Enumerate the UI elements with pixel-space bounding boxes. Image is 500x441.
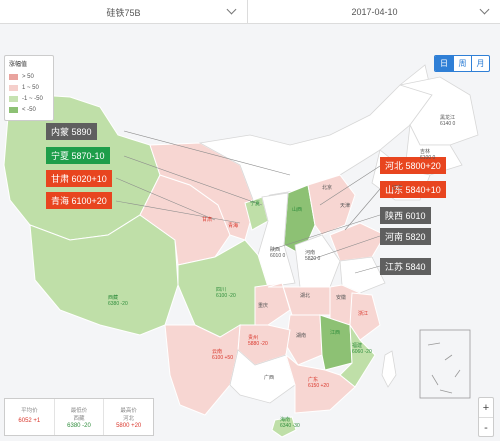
legend-item: < -50	[9, 104, 49, 115]
legend-swatch	[9, 73, 18, 80]
region-zhejiang	[349, 292, 381, 341]
callout-gansu[interactable]: 甘肃 6020+10	[46, 170, 112, 187]
map-label-heilongjiang: 黑龙江 6140 0	[440, 115, 456, 127]
stat-region: 河北	[123, 416, 135, 422]
map-label-beijing: 北京	[322, 185, 333, 191]
stat-label: 最高价	[120, 408, 137, 414]
zoom-in-button[interactable]: +	[479, 398, 493, 418]
legend-swatch	[9, 95, 18, 102]
stat-value: 6052 +1	[18, 418, 41, 424]
callout-shaanxi[interactable]: 陕西 6010	[380, 207, 431, 224]
map-label-fujian: 福建 6060 -20	[352, 343, 372, 355]
product-select-value: 硅铁75B	[106, 7, 141, 18]
legend-swatch	[9, 106, 18, 113]
region-hunan	[285, 314, 323, 366]
map-label-guizhou: 贵州 5880 -20	[248, 335, 268, 347]
stat-value: 5800 +20	[116, 423, 142, 429]
date-select[interactable]: 2017-04-10	[249, 0, 500, 24]
map-label-chongqing: 重庆	[258, 303, 269, 309]
stat-region: 西藏	[73, 416, 85, 422]
tab-day[interactable]: 日	[435, 56, 453, 71]
legend-title: 涨幅值	[9, 62, 28, 68]
stat-lowest: 最低价 西藏 6380 -20	[53, 399, 104, 435]
date-select-value: 2017-04-10	[351, 7, 398, 17]
map-label-anhui: 安徽	[336, 295, 347, 301]
map-label-gansu: 甘肃	[202, 217, 213, 223]
price-stats: 平均价 6052 +1 最低价 西藏 6380 -20 最高价 河北 5800 …	[4, 398, 154, 436]
map-label-jiangxi: 江西	[330, 330, 341, 336]
stat-label: 最低价	[70, 408, 88, 414]
callout-henan[interactable]: 河南 5820	[380, 228, 431, 245]
map-label-hainan: 海南 6340 -30	[280, 417, 300, 429]
region-guangxi	[229, 349, 296, 404]
legend-swatch	[9, 84, 18, 91]
region-chongqing	[254, 282, 291, 326]
map-area[interactable]: 涨幅值 > 50 1 ~ 50 -1 ~ -50 < -50 日 周 月 内蒙 …	[0, 25, 500, 441]
stat-label: 平均价	[21, 408, 38, 414]
region-jiangsu	[339, 256, 386, 294]
leader-lines	[115, 130, 381, 274]
stat-highest: 最高价 河北 5800 +20	[103, 399, 153, 435]
map-label-tianjin: 天津	[340, 203, 351, 209]
zoom-control: + -	[478, 397, 494, 437]
region-yunnan	[164, 324, 241, 416]
map-label-xizang: 西藏 6380 -20	[108, 295, 128, 307]
map-label-ningxia: 宁夏	[250, 201, 261, 207]
region-shandong	[329, 222, 386, 262]
map-label-henan: 河南 5820 0	[305, 250, 321, 262]
region-jiangxi	[319, 314, 353, 371]
region-guangdong	[285, 353, 356, 414]
region-henan	[294, 234, 341, 288]
callout-qinghai[interactable]: 青海 6100+20	[46, 192, 112, 209]
region-hainan	[271, 416, 297, 438]
map-label-shaanxi: 陕西 6010 0	[270, 247, 286, 259]
map-label-liaoning: 辽宁	[392, 185, 403, 191]
callout-hebei[interactable]: 河北 5800+20	[380, 157, 446, 174]
inset-islands	[427, 342, 461, 394]
map-label-qinghai: 青海	[228, 223, 239, 229]
map-label-hubei: 湖北	[300, 293, 311, 299]
legend-label: 1 ~ 50	[22, 84, 39, 91]
chevron-down-icon	[226, 4, 237, 15]
stat-value: 6380 -20	[67, 423, 91, 429]
map-label-yunnan: 云南 6100 +50	[212, 349, 233, 361]
top-bar: 硅铁75B 2017-04-10	[0, 0, 500, 24]
legend-item: -1 ~ -50	[9, 93, 49, 104]
map-label-zhejiang: 浙江	[358, 311, 369, 317]
legend-label: < -50	[22, 106, 36, 113]
map-label-hunan: 湖南	[296, 333, 307, 339]
chevron-down-icon	[479, 4, 490, 15]
legend-label: -1 ~ -50	[22, 95, 43, 102]
product-select[interactable]: 硅铁75B	[0, 0, 248, 24]
zoom-out-button[interactable]: -	[484, 422, 488, 434]
callout-ningxia[interactable]: 宁夏 5870-10	[46, 147, 110, 164]
callout-shandong[interactable]: 山东 5840+10	[380, 181, 446, 198]
legend-item: 1 ~ 50	[9, 82, 49, 93]
region-hubei	[267, 282, 331, 316]
map-label-guangdong: 广东 6150 +20	[308, 377, 329, 389]
map-label-sichuan: 四川 6100 -20	[216, 287, 236, 299]
region-taiwan	[381, 350, 397, 388]
legend-item: > 50	[9, 71, 49, 82]
legend-label: > 50	[22, 73, 34, 80]
map-label-shanxi: 山西	[292, 207, 303, 213]
callout-jiangsu[interactable]: 江苏 5840	[380, 258, 431, 275]
south-china-sea-inset	[419, 329, 471, 399]
tab-week[interactable]: 周	[453, 56, 471, 71]
callout-neimenggu[interactable]: 内蒙 5890	[46, 123, 97, 140]
stat-average: 平均价 6052 +1	[5, 399, 54, 435]
map-label-guangxi: 广西	[264, 375, 275, 381]
map-label-jilin: 吉林 6100 0	[420, 149, 436, 161]
region-xizang	[29, 214, 179, 336]
tab-month[interactable]: 月	[471, 56, 489, 71]
map-legend: 涨幅值 > 50 1 ~ 50 -1 ~ -50 < -50	[4, 55, 54, 121]
period-tabs: 日 周 月	[434, 55, 490, 72]
